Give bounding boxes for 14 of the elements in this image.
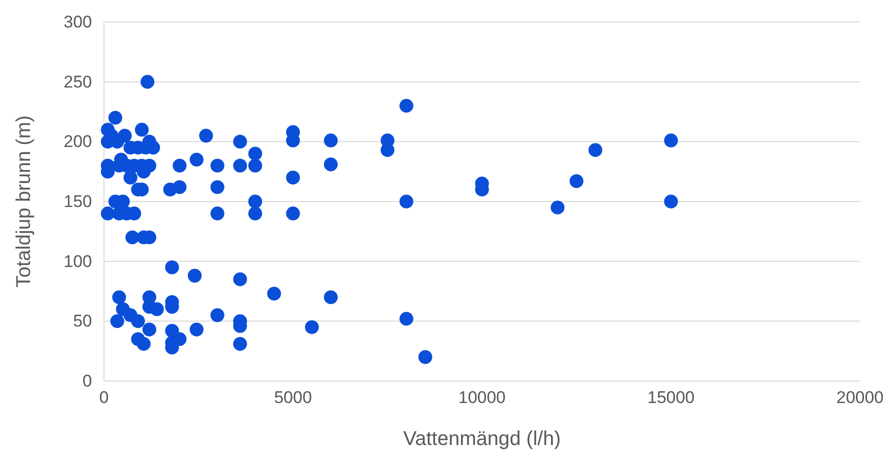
x-tick-label: 20000 xyxy=(836,388,884,408)
x-tick-label: 10000 xyxy=(458,388,506,408)
y-axis-title: Totaldjup brunn (m) xyxy=(13,115,35,288)
y-tick-label: 200 xyxy=(64,132,92,152)
y-tick-label: 250 xyxy=(64,72,92,92)
y-tick-label: 300 xyxy=(64,12,92,32)
x-tick-label: 15000 xyxy=(647,388,695,408)
x-tick-label: 0 xyxy=(99,388,109,408)
y-tick-label: 150 xyxy=(64,192,92,211)
y-tick-label: 0 xyxy=(82,371,92,390)
x-axis-title: Vattenmängd (l/h) xyxy=(403,428,561,450)
y-tick-label: 50 xyxy=(73,312,92,331)
y-tick-label: 100 xyxy=(64,252,92,271)
x-tick-label: 5000 xyxy=(274,388,312,408)
